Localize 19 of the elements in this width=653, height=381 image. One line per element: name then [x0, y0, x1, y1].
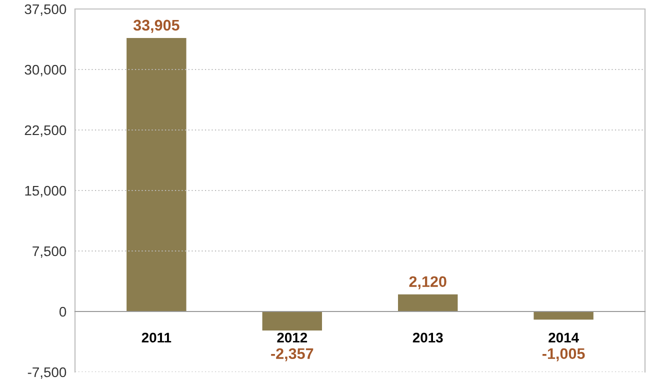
x-tick-label: 2012	[277, 332, 308, 343]
bar	[126, 38, 186, 312]
y-tick-label: 7,500	[32, 246, 66, 258]
y-tick-label: 0	[59, 306, 66, 317]
y-tick-label: 22,500	[24, 125, 66, 137]
x-tick-label: 2014	[548, 332, 579, 343]
data-label: 2,120	[409, 276, 446, 290]
x-tick-label: 2013	[412, 332, 443, 343]
y-tick-label: -7,500	[28, 367, 66, 379]
y-tick-label: 37,500	[24, 4, 66, 16]
bar	[398, 294, 458, 312]
y-tick-label: 30,000	[24, 64, 66, 76]
y-tick-label: 15,000	[25, 186, 66, 198]
x-tick-label: 2011	[142, 332, 172, 343]
bar	[534, 312, 594, 320]
bar	[262, 312, 322, 331]
data-label: 33,905	[133, 20, 180, 33]
data-label: -2,357	[271, 348, 314, 362]
data-label: -1,005	[542, 348, 585, 362]
